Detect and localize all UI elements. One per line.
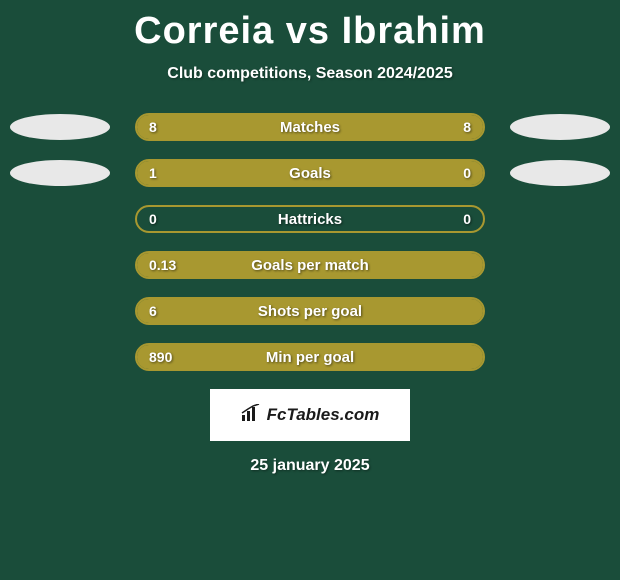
date-text: 25 january 2025 bbox=[0, 457, 620, 475]
stat-row: 0 Hattricks 0 bbox=[0, 205, 620, 233]
stat-value-left: 0.13 bbox=[149, 257, 176, 273]
player-left-avatar bbox=[10, 160, 110, 186]
stat-value-left: 890 bbox=[149, 349, 172, 365]
stat-label: Matches bbox=[280, 119, 340, 136]
chart-icon bbox=[241, 404, 261, 427]
stat-row: 6 Shots per goal bbox=[0, 297, 620, 325]
page-title: Correia vs Ibrahim bbox=[0, 0, 620, 53]
stat-value-right: 0 bbox=[463, 211, 471, 227]
stat-row: 8 Matches 8 bbox=[0, 113, 620, 141]
stat-row: 1 Goals 0 bbox=[0, 159, 620, 187]
stat-label: Hattricks bbox=[278, 211, 342, 228]
stat-value-right: 8 bbox=[463, 119, 471, 135]
comparison-area: 8 Matches 8 1 Goals 0 0 Hattricks 0 0.13 Goals per… bbox=[0, 113, 620, 371]
bar-left-fill bbox=[137, 161, 397, 185]
player-right-avatar bbox=[510, 160, 610, 186]
logo-text: FcTables.com bbox=[267, 405, 380, 425]
player-right-avatar bbox=[510, 114, 610, 140]
stat-label: Shots per goal bbox=[258, 303, 362, 320]
stat-value-right: 0 bbox=[463, 165, 471, 181]
stat-value-left: 6 bbox=[149, 303, 157, 319]
stat-bar: 0.13 Goals per match bbox=[135, 251, 485, 279]
stat-value-left: 1 bbox=[149, 165, 157, 181]
stat-label: Goals bbox=[289, 165, 331, 182]
stat-label: Goals per match bbox=[251, 257, 369, 274]
stat-row: 0.13 Goals per match bbox=[0, 251, 620, 279]
stat-value-left: 8 bbox=[149, 119, 157, 135]
stat-bar: 890 Min per goal bbox=[135, 343, 485, 371]
stat-bar: 6 Shots per goal bbox=[135, 297, 485, 325]
stat-bar: 0 Hattricks 0 bbox=[135, 205, 485, 233]
player-left-avatar bbox=[10, 114, 110, 140]
stat-value-left: 0 bbox=[149, 211, 157, 227]
stat-label: Min per goal bbox=[266, 349, 354, 366]
stat-bar: 8 Matches 8 bbox=[135, 113, 485, 141]
stat-row: 890 Min per goal bbox=[0, 343, 620, 371]
subtitle: Club competitions, Season 2024/2025 bbox=[0, 65, 620, 83]
stat-bar: 1 Goals 0 bbox=[135, 159, 485, 187]
logo-box: FcTables.com bbox=[210, 389, 410, 441]
